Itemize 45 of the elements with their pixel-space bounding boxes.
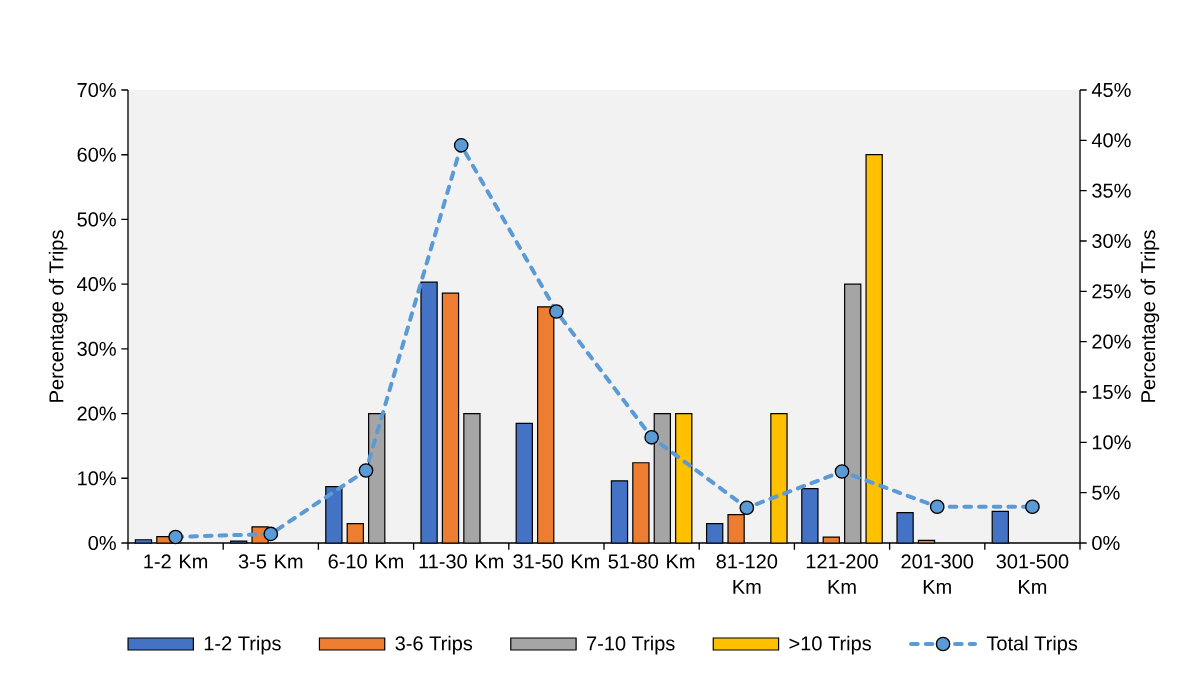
x-tick-label: 1-2 Km xyxy=(144,554,208,569)
y2-tick-label: 45% xyxy=(1091,82,1131,98)
legend-label: 1-2 Trips xyxy=(204,635,281,655)
y2-tick-label: 5% xyxy=(1092,485,1120,500)
y2-tick-label: 40% xyxy=(1091,133,1131,148)
x-tick-label: 11-30 Km xyxy=(419,554,504,569)
y-tick-label: 10% xyxy=(78,471,116,486)
x-tick-label: 31-50 Km xyxy=(513,554,599,569)
x-tick-label: 6-10 Km xyxy=(328,554,403,569)
y-tick-label: 30% xyxy=(77,341,116,356)
x-tick-label: 3-5 Km xyxy=(238,554,303,569)
x-tick-label: 81-120 Km xyxy=(716,554,778,594)
y-tick-label: 20% xyxy=(77,406,116,421)
point xyxy=(644,429,659,445)
point xyxy=(1025,499,1040,515)
y-tick-label: 40% xyxy=(77,277,116,292)
legend-label: >10 Trips xyxy=(789,635,871,655)
legend-label: 7-10 Trips xyxy=(587,635,675,655)
y-tick-label: 0% xyxy=(88,535,116,551)
y2-tick-label: 0% xyxy=(1092,535,1120,551)
point xyxy=(739,500,755,516)
point xyxy=(358,463,374,478)
point xyxy=(263,526,279,542)
x-tick-label: 121-200 Km xyxy=(806,554,878,594)
point xyxy=(453,138,469,153)
y2-tick-label: 20% xyxy=(1092,334,1131,349)
point xyxy=(834,464,850,479)
y2-tick-label: 10% xyxy=(1092,435,1131,450)
legend-label: Total Trips xyxy=(986,635,1078,655)
point xyxy=(549,304,564,319)
y2-tick-label: 25% xyxy=(1092,284,1131,299)
y-tick-label: 60% xyxy=(77,147,116,162)
y2-tick-label: 30% xyxy=(1092,233,1131,249)
y-axis-title: Percentage of Trips xyxy=(48,230,68,402)
point xyxy=(168,529,183,545)
legend-label: 3-6 Trips xyxy=(395,635,473,655)
point xyxy=(929,499,945,515)
y2-axis-title: Percentage of Trips xyxy=(1140,230,1160,402)
x-tick-label: 301-500 Km xyxy=(996,554,1069,594)
y-tick-label: 70% xyxy=(77,82,116,98)
y-tick-label: 50% xyxy=(77,212,116,227)
y2-tick-label: 15% xyxy=(1092,384,1131,400)
x-tick-label: 51-80 Km xyxy=(608,554,695,569)
x-tick-label: 201-300 Km xyxy=(901,554,974,594)
y2-tick-label: 35% xyxy=(1092,183,1131,198)
